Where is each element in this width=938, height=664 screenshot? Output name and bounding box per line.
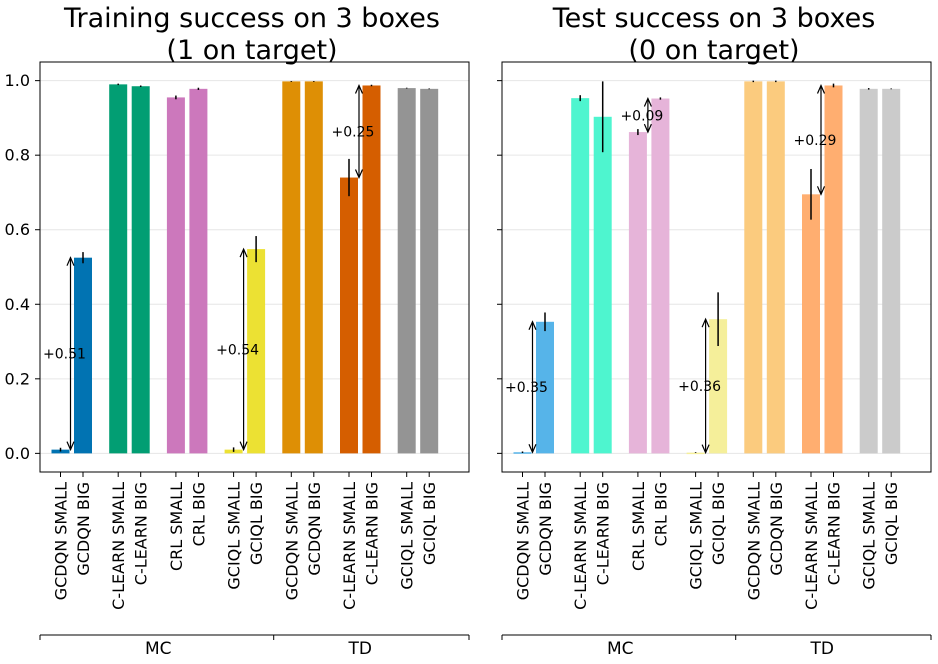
bar — [709, 319, 728, 454]
delta-arrow-head-up — [354, 83, 364, 94]
x-tick-label: GCDQN SMALL — [282, 482, 301, 600]
bar — [744, 81, 763, 454]
delta-label: +0.36 — [678, 379, 721, 395]
bar — [282, 81, 301, 454]
training-panel: Training success on 3 boxes(1 on target)… — [5, 3, 470, 659]
delta-label: +0.35 — [505, 380, 548, 396]
delta-arrow-head-down — [816, 186, 826, 196]
delta-arrow-head-down — [239, 441, 248, 452]
y-tick-label: 0.4 — [5, 295, 30, 314]
delta-label: +0.51 — [43, 347, 86, 363]
group-label: MC — [145, 639, 172, 659]
delta-label: +0.29 — [794, 133, 837, 149]
bar — [109, 84, 128, 454]
chart-title-line: (1 on target) — [166, 35, 337, 66]
delta-arrow-head-down — [643, 123, 652, 134]
x-tick-label: C-LEARN SMALL — [109, 482, 128, 610]
bar — [651, 98, 670, 454]
chart-title-line: (0 on target) — [628, 35, 799, 66]
delta-arrow-head-up — [239, 247, 248, 258]
bar — [536, 321, 554, 454]
bar — [166, 97, 185, 454]
y-tick-label: 0.0 — [5, 444, 30, 463]
x-tick-label: GCDQN SMALL — [514, 482, 533, 600]
bar — [247, 249, 266, 454]
x-tick-label: C-LEARN BIG — [363, 482, 382, 585]
x-tick-label: C-LEARN SMALL — [340, 482, 359, 610]
bar — [131, 86, 150, 454]
x-tick-label: GCDQN BIG — [767, 482, 786, 576]
delta-label: +0.25 — [332, 125, 375, 141]
bar — [362, 85, 381, 454]
axes-frame — [501, 61, 932, 473]
bar — [397, 88, 416, 454]
x-tick-label: CRL SMALL — [167, 482, 186, 571]
x-tick-label: GCDQN SMALL — [52, 482, 71, 600]
delta-arrow-head-down — [528, 444, 537, 454]
bar — [340, 177, 358, 454]
delta-arrow-head-up — [643, 97, 652, 107]
delta-label: +0.09 — [620, 108, 663, 124]
bar — [686, 452, 705, 455]
bar — [766, 81, 785, 454]
x-tick-label: C-LEARN SMALL — [571, 482, 590, 610]
x-tick-label: GCIQL BIG — [420, 482, 439, 565]
group-label: TD — [348, 639, 372, 659]
group-label: MC — [607, 639, 634, 659]
bar — [189, 88, 208, 454]
x-tick-label: GCDQN BIG — [536, 482, 555, 576]
delta-arrow-head-up — [66, 256, 75, 266]
bar — [882, 88, 901, 454]
x-tick-label: CRL SMALL — [629, 482, 648, 571]
test-panel: Test success on 3 boxes(0 on target) GCDQ… — [497, 3, 932, 659]
x-tick-label: CRL BIG — [651, 482, 670, 546]
x-tick-label: GCIQL SMALL — [225, 482, 244, 590]
delta-arrow-head-up — [701, 317, 710, 328]
x-tick-label: GCIQL SMALL — [398, 482, 417, 590]
bar — [420, 88, 439, 454]
x-tick-label: GCIQL BIG — [709, 482, 728, 565]
y-tick-label: 0.6 — [5, 220, 30, 239]
bar — [74, 257, 92, 454]
y-tick-label: 1.0 — [5, 71, 30, 90]
x-tick-label: GCDQN BIG — [305, 482, 324, 576]
x-tick-label: GCDQN SMALL — [744, 482, 763, 600]
x-tick-label: C-LEARN SMALL — [802, 482, 821, 610]
bar — [593, 116, 612, 454]
x-tick-label: GCIQL SMALL — [860, 482, 879, 590]
bar — [628, 132, 647, 454]
bar — [802, 194, 820, 454]
y-tick-label: 0.2 — [5, 369, 30, 388]
bar — [571, 98, 590, 454]
bar — [859, 88, 878, 454]
x-tick-label: GCIQL BIG — [882, 482, 901, 565]
x-tick-label: CRL BIG — [189, 482, 208, 546]
x-tick-label: C-LEARN BIG — [132, 482, 151, 585]
delta-label: +0.54 — [216, 342, 259, 358]
x-tick-label: GCDQN BIG — [74, 482, 93, 576]
delta-arrow-head-up — [528, 320, 537, 331]
delta-arrow-head-down — [66, 441, 75, 452]
chart-title-line: Training success on 3 boxes — [63, 3, 440, 34]
chart-title-line: Test success on 3 boxes — [552, 3, 876, 34]
x-tick-label: GCIQL BIG — [247, 482, 266, 565]
bar — [513, 452, 532, 454]
delta-arrow-head-down — [354, 169, 364, 180]
x-tick-label: C-LEARN BIG — [825, 482, 844, 585]
x-tick-label: C-LEARN BIG — [594, 482, 613, 585]
y-tick-label: 0.8 — [5, 146, 30, 165]
x-tick-label: GCIQL SMALL — [687, 482, 706, 590]
bar — [304, 81, 323, 454]
delta-arrow-head-down — [701, 444, 710, 455]
group-label: TD — [810, 639, 834, 659]
axes-frame — [39, 61, 470, 473]
bar — [824, 85, 843, 454]
delta-arrow-head-up — [816, 83, 826, 94]
